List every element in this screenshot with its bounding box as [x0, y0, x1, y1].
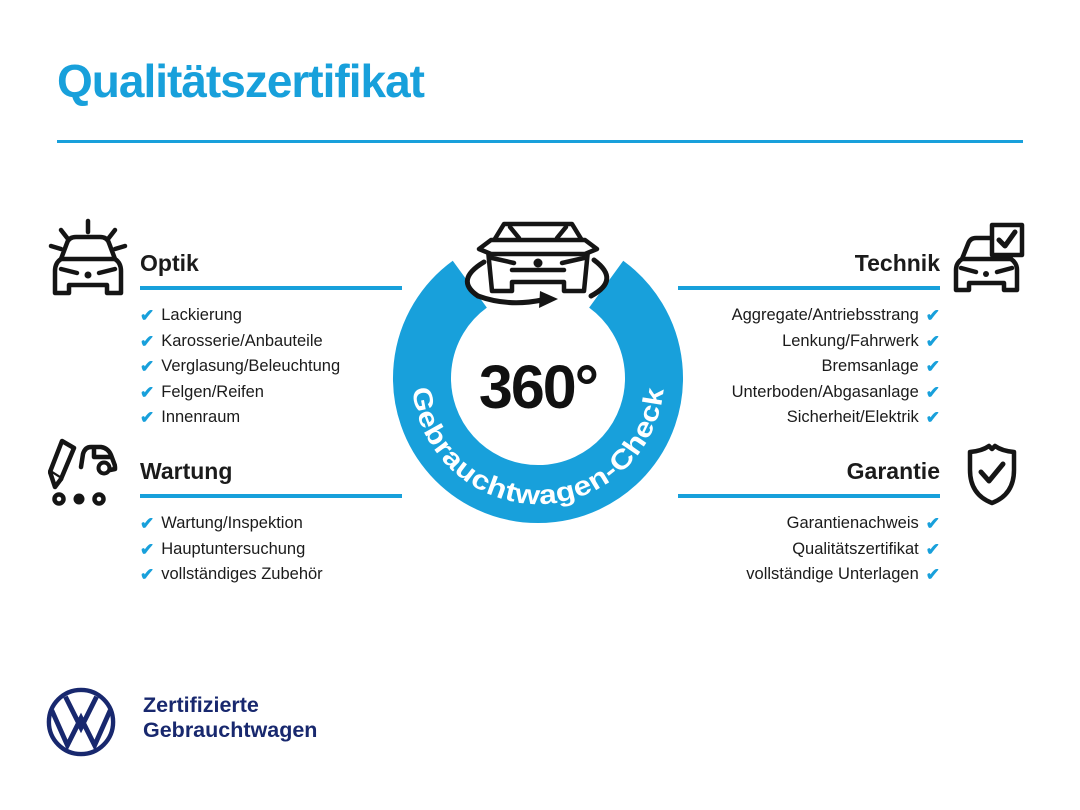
checklist-technik: Aggregate/Antriebsstrang ✔ Lenkung/Fahrwe…: [678, 303, 940, 431]
checklist-item-label: Bremsanlage: [821, 357, 919, 376]
checklist-item: ✔ Innenraum: [140, 405, 402, 431]
check-icon: ✔: [140, 357, 155, 377]
check-icon: ✔: [140, 514, 155, 534]
title-divider: [57, 140, 1023, 143]
checklist-item-label: Wartung/Inspektion: [161, 514, 303, 533]
checklist-item: Lenkung/Fahrwerk ✔: [678, 329, 940, 355]
checklist-item-label: vollständiges Zubehör: [161, 565, 323, 584]
check-icon: ✔: [140, 382, 155, 402]
section-title-wartung: Wartung: [140, 458, 402, 498]
car-360-rotation-icon: [465, 221, 610, 308]
degree-label: 360°: [478, 353, 599, 421]
check-icon: ✔: [925, 382, 940, 402]
checklist-item-label: Garantienachweis: [786, 514, 919, 533]
vw-logo: [46, 687, 116, 757]
checklist-item-label: Unterboden/Abgasanlage: [731, 382, 919, 401]
check-icon: ✔: [925, 514, 940, 534]
section-optik: Optik ✔ Lackierung ✔ Karosserie/Anbauteile…: [140, 250, 402, 431]
brand-wordmark: Zertifizierte Gebrauchtwagen: [143, 693, 317, 743]
checklist-item-label: Verglasung/Beleuchtung: [161, 357, 341, 376]
check-icon: ✔: [140, 539, 155, 559]
section-technik: Technik Aggregate/Antriebsstrang ✔ Lenkun…: [678, 250, 940, 431]
ring-360-graphic: Gebrauchtwagen-Check: [393, 221, 683, 523]
checklist-item: ✔ vollständiges Zubehör: [140, 562, 402, 588]
shield-check-icon: [967, 443, 1017, 506]
checklist-item-label: Qualitätszertifikat: [792, 539, 919, 558]
checklist-item: ✔ Wartung/Inspektion: [140, 511, 402, 537]
check-icon: ✔: [925, 539, 940, 559]
check-icon: ✔: [140, 306, 155, 326]
checklist-item-label: Lenkung/Fahrwerk: [782, 331, 919, 350]
section-title-technik: Technik: [678, 250, 940, 290]
checklist-item: ✔ Lackierung: [140, 303, 402, 329]
ring-arc: [393, 260, 683, 523]
checklist-item-label: Hauptuntersuchung: [161, 539, 306, 558]
check-icon: ✔: [140, 408, 155, 428]
car-checkbox-icon: [953, 222, 1025, 293]
checklist-garantie: Garantienachweis ✔ Qualitätszertifikat ✔ v…: [678, 511, 940, 588]
checklist-item-label: Sicherheit/Elektrik: [786, 408, 919, 427]
section-wartung: Wartung ✔ Wartung/Inspektion ✔ Hauptunters…: [140, 458, 402, 588]
checklist-item-label: Innenraum: [161, 408, 241, 427]
checklist-wartung: ✔ Wartung/Inspektion ✔ Hauptuntersuchung ✔…: [140, 511, 402, 588]
check-icon: ✔: [140, 565, 155, 585]
checklist-optik: ✔ Lackierung ✔ Karosserie/Anbauteile ✔ Verg…: [140, 303, 402, 431]
checklist-item: Unterboden/Abgasanlage ✔: [678, 380, 940, 406]
checklist-item-label: Karosserie/Anbauteile: [161, 331, 323, 350]
check-icon: ✔: [925, 306, 940, 326]
checklist-item: Garantienachweis ✔: [678, 511, 940, 537]
checklist-item: Sicherheit/Elektrik ✔: [678, 405, 940, 431]
check-icon: ✔: [925, 331, 940, 351]
checklist-item-label: Felgen/Reifen: [161, 382, 264, 401]
checklist-item: Bremsanlage ✔: [678, 354, 940, 380]
section-title-garantie: Garantie: [678, 458, 940, 498]
checklist-item-label: Aggregate/Antriebsstrang: [731, 306, 919, 325]
check-icon: ✔: [925, 408, 940, 428]
checklist-item: vollständige Unterlagen ✔: [678, 562, 940, 588]
brand-line-1: Zertifizierte: [143, 693, 259, 717]
checklist-item: Qualitätszertifikat ✔: [678, 537, 940, 563]
checklist-item-label: Lackierung: [161, 306, 242, 325]
checklist-item: ✔ Karosserie/Anbauteile: [140, 329, 402, 355]
brand-line-2: Gebrauchtwagen: [143, 718, 318, 742]
service-checklist-car-icon: [48, 438, 118, 506]
checklist-item: ✔ Felgen/Reifen: [140, 380, 402, 406]
checklist-item: Aggregate/Antriebsstrang ✔: [678, 303, 940, 329]
shining-car-icon: [48, 218, 128, 296]
check-icon: ✔: [140, 331, 155, 351]
section-title-optik: Optik: [140, 250, 402, 290]
check-icon: ✔: [925, 357, 940, 377]
checklist-item: ✔ Hauptuntersuchung: [140, 537, 402, 563]
checklist-item-label: vollständige Unterlagen: [746, 565, 919, 584]
checklist-item: ✔ Verglasung/Beleuchtung: [140, 354, 402, 380]
page-title: Qualitätszertifikat: [57, 55, 425, 107]
check-icon: ✔: [925, 565, 940, 585]
section-garantie: Garantie Garantienachweis ✔ Qualitätszert…: [678, 458, 940, 588]
